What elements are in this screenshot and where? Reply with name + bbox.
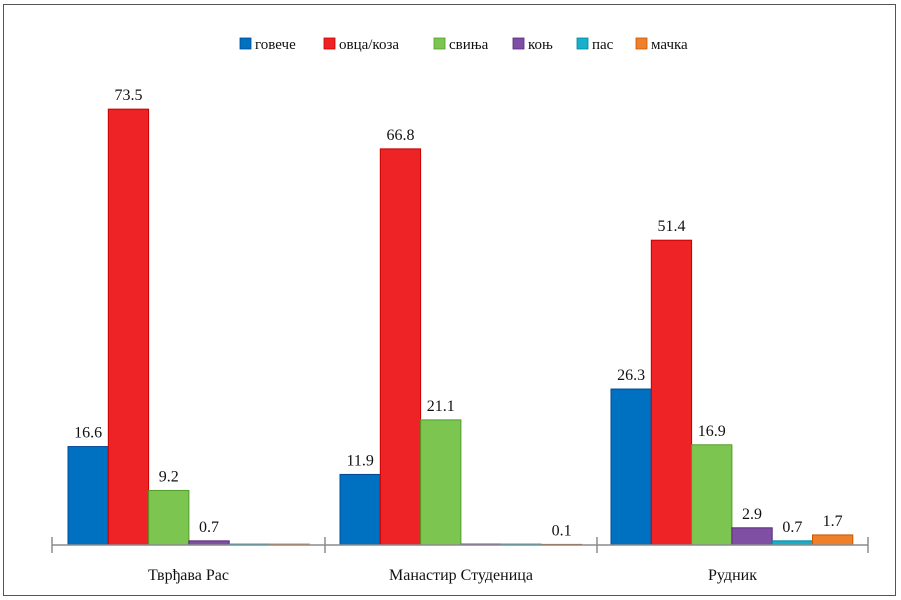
data-label-2-2: 66.8 — [386, 127, 414, 144]
legend: говече овца/коза свиња коњ пас мачка — [239, 37, 688, 53]
legend-swatch-4 — [512, 37, 525, 50]
data-label-1-2: 73.5 — [114, 87, 142, 104]
data-label-3-2: 51.4 — [657, 218, 685, 235]
x-tick-label-1: Тврђава Рас — [148, 567, 229, 584]
legend-label-4: коњ — [528, 37, 553, 53]
x-axis: Тврђава Рас Манастир Студеница Рудник — [51, 537, 869, 584]
data-label-1-3: 9.2 — [159, 468, 179, 485]
legend-swatch-3 — [433, 37, 446, 50]
legend-label-5: пас — [592, 37, 614, 53]
bar-3-3 — [691, 444, 733, 546]
data-label-1-4: 0.7 — [199, 519, 219, 536]
data-label-3-6: 1.7 — [823, 513, 843, 530]
x-tick-label-3: Рудник — [708, 567, 757, 584]
bar-1-2 — [107, 108, 150, 546]
legend-swatch-6 — [635, 37, 648, 50]
data-label-2-6: 0.1 — [552, 522, 572, 539]
value-labels: 16.6 73.5 9.2 0.7 11.9 66.8 21.1 0.1 26.3 51.4 16.… — [74, 87, 843, 539]
legend-label-6: мачка — [651, 37, 688, 53]
bar-3-1 — [610, 388, 652, 546]
data-label-3-1: 26.3 — [617, 367, 645, 384]
bar-3-4 — [731, 527, 773, 546]
bar-2-1 — [339, 473, 381, 546]
data-label-1-1: 16.6 — [74, 425, 102, 442]
x-tick-label-2: Манастир Студеница — [389, 567, 533, 584]
legend-swatch-2 — [323, 37, 336, 50]
bar-1-1 — [67, 446, 109, 546]
legend-label-3: свиња — [449, 37, 489, 53]
data-label-2-3: 21.1 — [427, 398, 455, 415]
bars — [67, 108, 854, 546]
legend-label-1: говече — [255, 37, 296, 53]
legend-label-2: овца/коза — [339, 37, 399, 53]
data-label-3-5: 0.7 — [782, 519, 802, 536]
data-label-3-3: 16.9 — [698, 423, 726, 440]
legend-swatch-1 — [239, 37, 252, 50]
data-label-3-4: 2.9 — [742, 506, 762, 523]
bar-1-3 — [148, 489, 190, 546]
data-label-2-1: 11.9 — [346, 452, 373, 469]
legend-swatch-5 — [576, 37, 589, 50]
bar-2-3 — [420, 419, 462, 546]
bar-3-6 — [812, 534, 854, 546]
bar-2-2 — [379, 148, 422, 546]
bar-3-2 — [650, 239, 693, 546]
